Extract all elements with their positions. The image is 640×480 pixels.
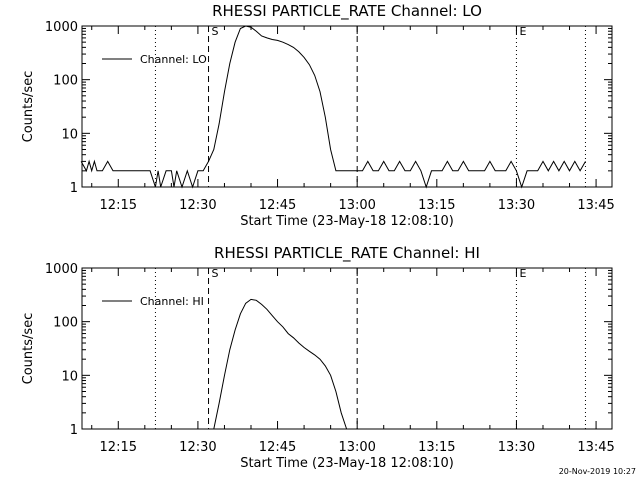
time-marker-label: E bbox=[519, 25, 526, 38]
time-marker-label: S bbox=[212, 25, 219, 38]
x-tick-label: 13:00 bbox=[338, 198, 375, 213]
x-tick-label: 13:00 bbox=[338, 440, 375, 455]
y-axis-label: Counts/sec bbox=[21, 313, 36, 385]
y-tick-label: 1 bbox=[70, 181, 78, 196]
legend-label: Channel: HI bbox=[140, 295, 204, 308]
x-tick-label: 12:15 bbox=[100, 440, 137, 455]
chart-panel-1: RHESSI PARTICLE_RATE Channel: LO 1 10 100 10… bbox=[21, 2, 615, 229]
x-tick-label: 12:45 bbox=[259, 440, 296, 455]
y-axis-label: Counts/sec bbox=[21, 71, 36, 143]
y-tick-label: 10 bbox=[61, 127, 78, 142]
x-tick-label: 12:30 bbox=[179, 198, 216, 213]
y-tick-label: 1 bbox=[70, 423, 78, 438]
x-tick-label: 13:30 bbox=[498, 198, 535, 213]
y-tick-label: 10 bbox=[61, 369, 78, 384]
x-tick-label: 13:45 bbox=[577, 440, 614, 455]
x-tick-label: 13:15 bbox=[418, 440, 455, 455]
plot-frame bbox=[81, 25, 613, 188]
x-axis-label: Start Time (23-May-18 12:08:10) bbox=[240, 214, 454, 229]
time-marker-label: S bbox=[212, 267, 219, 280]
x-tick-label: 12:45 bbox=[259, 198, 296, 213]
y-tick-label: 100 bbox=[53, 316, 78, 331]
legend: Channel: LO bbox=[102, 53, 207, 66]
chart-title: RHESSI PARTICLE_RATE Channel: HI bbox=[214, 244, 480, 263]
time-marker-label: E bbox=[519, 267, 526, 280]
series-line-1 bbox=[213, 298, 348, 430]
legend-label: Channel: LO bbox=[140, 53, 207, 66]
x-tick-label: 13:45 bbox=[577, 198, 614, 213]
chart-panel-2: RHESSI PARTICLE_RATE Channel: HI 1 10 100 10… bbox=[21, 244, 615, 471]
series-line-1 bbox=[80, 25, 586, 189]
x-tick-label: 12:15 bbox=[100, 198, 137, 213]
x-tick-label: 13:15 bbox=[418, 198, 455, 213]
y-tick-label: 100 bbox=[53, 74, 78, 89]
x-tick-label: 12:30 bbox=[179, 440, 216, 455]
x-axis-label: Start Time (23-May-18 12:08:10) bbox=[240, 456, 454, 471]
plot-frame bbox=[81, 267, 613, 430]
chart-title: RHESSI PARTICLE_RATE Channel: LO bbox=[212, 2, 482, 21]
legend: Channel: HI bbox=[102, 295, 204, 308]
footer-timestamp: 20-Nov-2019 10:27 bbox=[559, 467, 636, 476]
y-tick-label: 1000 bbox=[45, 262, 78, 277]
y-tick-label: 1000 bbox=[45, 20, 78, 35]
x-tick-label: 13:30 bbox=[498, 440, 535, 455]
